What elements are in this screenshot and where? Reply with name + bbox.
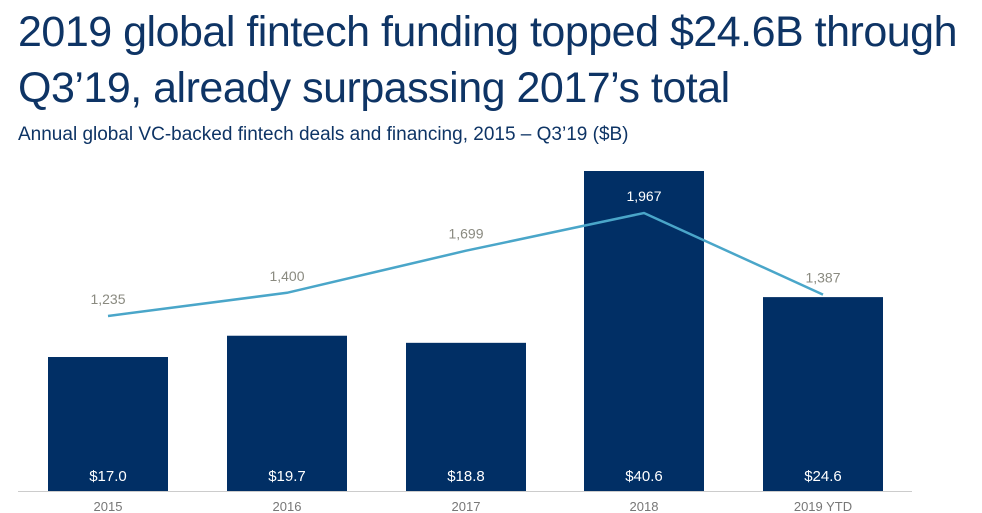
bar-1 — [227, 335, 347, 491]
deal-count-label-3: 1,967 — [626, 188, 661, 204]
chart-title: 2019 global fintech funding topped $24.6… — [18, 4, 978, 116]
deal-count-label-2: 1,699 — [448, 226, 483, 242]
bar-4 — [763, 297, 883, 491]
x-tick-label-4: 2019 YTD — [794, 499, 852, 513]
bar-3 — [584, 171, 704, 491]
chart-subtitle: Annual global VC-backed fintech deals an… — [18, 124, 629, 145]
deal-count-label-4: 1,387 — [805, 270, 840, 286]
bar-value-label-0: $17.0 — [89, 468, 127, 485]
bar-value-label-4: $24.6 — [804, 468, 842, 485]
bar-value-label-2: $18.8 — [447, 468, 485, 485]
deal-count-label-0: 1,235 — [90, 291, 125, 307]
x-tick-label-3: 2018 — [630, 499, 659, 513]
x-tick-label-2: 2017 — [452, 499, 481, 513]
bar-2 — [406, 342, 526, 491]
title-line-2: Q3’19, already surpassing 2017’s total — [18, 64, 730, 112]
bar-value-label-1: $19.7 — [268, 468, 306, 485]
deal-count-line — [107, 211, 824, 318]
deal-count-label-1: 1,400 — [269, 268, 304, 284]
bar-0 — [48, 357, 168, 491]
x-tick-label-1: 2016 — [273, 499, 302, 513]
bar-value-label-3: $40.6 — [625, 468, 663, 485]
x-tick-label-0: 2015 — [94, 499, 123, 513]
title-line-1: 2019 global fintech funding topped $24.6… — [18, 8, 958, 56]
